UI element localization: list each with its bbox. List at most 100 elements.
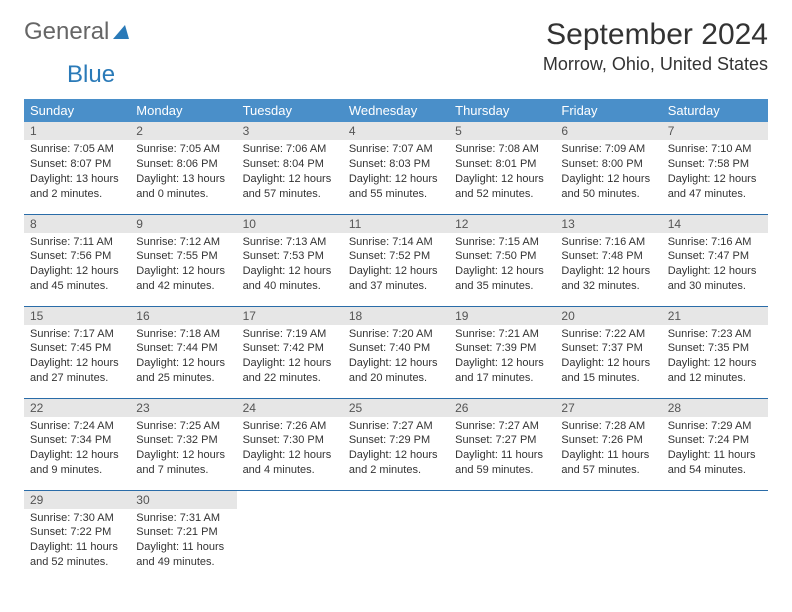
day-details: Sunrise: 7:23 AMSunset: 7:35 PMDaylight:… bbox=[662, 325, 768, 390]
calendar-week: 15 Sunrise: 7:17 AMSunset: 7:45 PM Dayligh… bbox=[24, 306, 768, 398]
sunrise-text: Sunrise: 7:22 AM bbox=[561, 327, 655, 342]
daylight-text: Daylight: 12 hours and 20 minutes. bbox=[349, 356, 443, 386]
calendar-week: 1Sunrise: 7:05 AMSunset: 8:07 PMDaylight… bbox=[24, 122, 768, 214]
sunset-text: Sunset: 7:32 PM bbox=[136, 433, 230, 448]
daylight-text: Daylight: 13 hours and 0 minutes. bbox=[136, 172, 230, 202]
sunset-text: Sunset: 7:29 PM bbox=[349, 433, 443, 448]
day-number: 4 bbox=[343, 122, 449, 140]
calendar-empty bbox=[237, 490, 343, 582]
daylight-text: Daylight: 12 hours and 37 minutes. bbox=[349, 264, 443, 294]
sunset-text: Sunset: 7:24 PM bbox=[668, 433, 762, 448]
day-header-row: SundayMondayTuesdayWednesdayThursdayFrid… bbox=[24, 99, 768, 122]
day-details: Sunrise: 7:27 AMSunset: 7:27 PMDaylight:… bbox=[449, 417, 555, 482]
sunrise-text: Sunrise: 7:05 AM bbox=[30, 142, 124, 157]
calendar-day: 19Sunrise: 7:21 AMSunset: 7:39 PMDayligh… bbox=[449, 306, 555, 398]
calendar-day: 26Sunrise: 7:27 AMSunset: 7:27 PMDayligh… bbox=[449, 398, 555, 490]
sunrise-text: Sunrise: 7:06 AM bbox=[243, 142, 337, 157]
daylight-text: Daylight: 12 hours and 57 minutes. bbox=[243, 172, 337, 202]
sunset-text: Sunset: 7:26 PM bbox=[561, 433, 655, 448]
day-number: 3 bbox=[237, 122, 343, 140]
calendar-day: 11Sunrise: 7:14 AMSunset: 7:52 PMDayligh… bbox=[343, 214, 449, 306]
sunrise-text: Sunrise: 7:16 AM bbox=[668, 235, 762, 250]
calendar-day: 10Sunrise: 7:13 AMSunset: 7:53 PMDayligh… bbox=[237, 214, 343, 306]
calendar-day: 16Sunrise: 7:18 AMSunset: 7:44 PMDayligh… bbox=[130, 306, 236, 398]
sunset-text: Sunset: 8:01 PM bbox=[455, 157, 549, 172]
day-header: Tuesday bbox=[237, 99, 343, 122]
sunrise-text: Sunrise: 7:05 AM bbox=[136, 142, 230, 157]
logo-text-1: General bbox=[24, 18, 109, 46]
daylight-text: Daylight: 12 hours and 47 minutes. bbox=[668, 172, 762, 202]
day-details: Sunrise: 7:18 AMSunset: 7:44 PMDaylight:… bbox=[130, 325, 236, 390]
sunrise-text: Sunrise: 7:25 AM bbox=[136, 419, 230, 434]
sunset-text: Sunset: 7:45 PM bbox=[30, 341, 124, 356]
day-number: 30 bbox=[130, 491, 236, 509]
calendar-week: 29Sunrise: 7:30 AMSunset: 7:22 PMDayligh… bbox=[24, 490, 768, 582]
calendar-day: 14Sunrise: 7:16 AMSunset: 7:47 PMDayligh… bbox=[662, 214, 768, 306]
sunset-text: Sunset: 7:21 PM bbox=[136, 525, 230, 540]
day-number: 19 bbox=[449, 307, 555, 325]
day-details: Sunrise: 7:15 AMSunset: 7:50 PMDaylight:… bbox=[449, 233, 555, 298]
day-number: 12 bbox=[449, 215, 555, 233]
sunrise-text: Sunrise: 7:17 AM bbox=[30, 327, 124, 342]
sunset-text: Sunset: 8:04 PM bbox=[243, 157, 337, 172]
sunrise-text: Sunrise: 7:29 AM bbox=[668, 419, 762, 434]
calendar-day: 3 Sunrise: 7:06 AMSunset: 8:04 PMDaylight… bbox=[237, 122, 343, 214]
sunset-text: Sunset: 8:06 PM bbox=[136, 157, 230, 172]
day-number: 13 bbox=[555, 215, 661, 233]
calendar-day: 24Sunrise: 7:26 AMSunset: 7:30 PMDayligh… bbox=[237, 398, 343, 490]
sunset-text: Sunset: 7:56 PM bbox=[30, 249, 124, 264]
day-number: 21 bbox=[662, 307, 768, 325]
day-number: 23 bbox=[130, 399, 236, 417]
day-number: 8 bbox=[24, 215, 130, 233]
daylight-text: Daylight: 12 hours and 32 minutes. bbox=[561, 264, 655, 294]
sunrise-text: Sunrise: 7:16 AM bbox=[561, 235, 655, 250]
daylight-text: Daylight: 11 hours and 57 minutes. bbox=[561, 448, 655, 478]
day-details: Sunrise: 7:24 AMSunset: 7:34 PMDaylight:… bbox=[24, 417, 130, 482]
daylight-text: Daylight: 12 hours and 42 minutes. bbox=[136, 264, 230, 294]
day-number: 27 bbox=[555, 399, 661, 417]
sunset-text: Sunset: 7:52 PM bbox=[349, 249, 443, 264]
daylight-text: Daylight: 12 hours and 2 minutes. bbox=[349, 448, 443, 478]
sunrise-text: Sunrise: 7:09 AM bbox=[561, 142, 655, 157]
day-details: Sunrise: 7:28 AMSunset: 7:26 PMDaylight:… bbox=[555, 417, 661, 482]
calendar-week: 8Sunrise: 7:11 AMSunset: 7:56 PMDaylight… bbox=[24, 214, 768, 306]
calendar-day: 1Sunrise: 7:05 AMSunset: 8:07 PMDaylight… bbox=[24, 122, 130, 214]
daylight-text: Daylight: 11 hours and 59 minutes. bbox=[455, 448, 549, 478]
daylight-text: Daylight: 12 hours and 12 minutes. bbox=[668, 356, 762, 386]
daylight-text: Daylight: 12 hours and 50 minutes. bbox=[561, 172, 655, 202]
calendar-day: 15Sunrise: 7:17 AMSunset: 7:45 PMDayligh… bbox=[24, 306, 130, 398]
day-details: Sunrise: 7:08 AMSunset: 8:01 PMDaylight:… bbox=[449, 140, 555, 205]
daylight-text: Daylight: 12 hours and 55 minutes. bbox=[349, 172, 443, 202]
daylight-text: Daylight: 12 hours and 35 minutes. bbox=[455, 264, 549, 294]
sunrise-text: Sunrise: 7:14 AM bbox=[349, 235, 443, 250]
day-details: Sunrise: 7:11 AMSunset: 7:56 PMDaylight:… bbox=[24, 233, 130, 298]
sunset-text: Sunset: 7:42 PM bbox=[243, 341, 337, 356]
day-details: Sunrise: 7:16 AMSunset: 7:48 PMDaylight:… bbox=[555, 233, 661, 298]
sunset-text: Sunset: 8:00 PM bbox=[561, 157, 655, 172]
sunrise-text: Sunrise: 7:12 AM bbox=[136, 235, 230, 250]
calendar-day: 4Sunrise: 7:07 AMSunset: 8:03 PMDaylight… bbox=[343, 122, 449, 214]
daylight-text: Daylight: 12 hours and 30 minutes. bbox=[668, 264, 762, 294]
day-header: Friday bbox=[555, 99, 661, 122]
calendar-day: 12Sunrise: 7:15 AMSunset: 7:50 PMDayligh… bbox=[449, 214, 555, 306]
day-details: Sunrise: 7:22 AMSunset: 7:37 PMDaylight:… bbox=[555, 325, 661, 390]
sunrise-text: Sunrise: 7:18 AM bbox=[136, 327, 230, 342]
sunrise-text: Sunrise: 7:27 AM bbox=[349, 419, 443, 434]
daylight-text: Daylight: 11 hours and 52 minutes. bbox=[30, 540, 124, 570]
calendar-week: 22Sunrise: 7:24 AMSunset: 7:34 PMDayligh… bbox=[24, 398, 768, 490]
sunset-text: Sunset: 7:34 PM bbox=[30, 433, 124, 448]
day-number: 14 bbox=[662, 215, 768, 233]
sunrise-text: Sunrise: 7:20 AM bbox=[349, 327, 443, 342]
calendar-day: 5Sunrise: 7:08 AMSunset: 8:01 PMDaylight… bbox=[449, 122, 555, 214]
sunset-text: Sunset: 8:07 PM bbox=[30, 157, 124, 172]
daylight-text: Daylight: 12 hours and 40 minutes. bbox=[243, 264, 337, 294]
logo-text-2: Blue bbox=[67, 61, 115, 88]
day-details: Sunrise: 7:30 AMSunset: 7:22 PMDaylight:… bbox=[24, 509, 130, 574]
day-details: Sunrise: 7:16 AMSunset: 7:47 PMDaylight:… bbox=[662, 233, 768, 298]
day-number: 2 bbox=[130, 122, 236, 140]
daylight-text: Daylight: 12 hours and 45 minutes. bbox=[30, 264, 124, 294]
day-details: Sunrise: 7:27 AMSunset: 7:29 PMDaylight:… bbox=[343, 417, 449, 482]
day-number: 15 bbox=[24, 307, 130, 325]
calendar-day: 2 Sunrise: 7:05 AMSunset: 8:06 PMDaylight… bbox=[130, 122, 236, 214]
calendar-empty bbox=[662, 490, 768, 582]
